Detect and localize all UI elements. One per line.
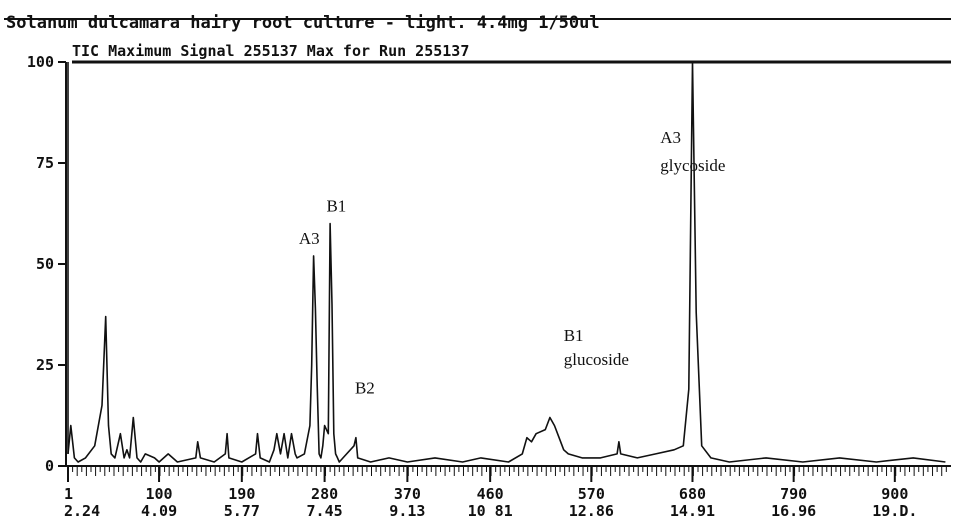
peak-annotation-label: glycoside [660, 156, 725, 175]
x-tick-scan-label: 1 [64, 485, 73, 503]
y-tick-label: 0 [45, 457, 54, 475]
peak-annotation-label: B1 [326, 196, 346, 215]
x-tick-scan-label: 790 [780, 485, 807, 503]
x-tick-time-label: 5.77 [224, 502, 260, 520]
x-tick-scan-label: 100 [146, 485, 173, 503]
chart-title: Solanum dulcamara hairy root culture - l… [6, 13, 600, 33]
x-tick-time-label: 2.24 [64, 502, 100, 520]
peak-annotation-label: A3 [299, 229, 320, 248]
peak-annotation-label: B2 [355, 378, 375, 397]
x-tick-time-label: 12.86 [569, 502, 614, 520]
x-axis-minor-ticks [67, 466, 947, 476]
x-tick-scan-label: 680 [679, 485, 706, 503]
y-tick-label: 100 [27, 53, 54, 71]
y-tick-label: 75 [36, 154, 54, 172]
x-tick-time-label: 19.D. [872, 502, 917, 520]
peak-annotations: A3 B1 B2 B1 glucoside A3 glycoside [299, 128, 726, 397]
y-tick-label: 25 [36, 356, 54, 374]
x-tick-scan-label: 460 [477, 485, 504, 503]
x-tick-time-label: 4.09 [141, 502, 177, 520]
tic-trace [67, 61, 946, 463]
x-tick-time-label: 7.45 [307, 502, 343, 520]
y-tick-label: 50 [36, 255, 54, 273]
peak-annotation-label: B1 [564, 326, 584, 345]
x-tick-scan-label: 280 [311, 485, 338, 503]
x-tick-time-label: 10 81 [468, 502, 513, 520]
peak-annotation-label: A3 [660, 128, 681, 147]
x-tick-scan-label: 900 [881, 485, 908, 503]
x-tick-scan-label: 570 [578, 485, 605, 503]
tic-trace-line [67, 61, 946, 463]
x-tick-time-label: 9.13 [389, 502, 425, 520]
x-tick-scan-label: 190 [228, 485, 255, 503]
x-tick-scan-label: 370 [394, 485, 421, 503]
chart-subtitle: TIC Maximum Signal 255137 Max for Run 25… [72, 42, 469, 60]
x-tick-time-label: 14.91 [670, 502, 715, 520]
y-axis-ticks: 100 75 50 25 0 [27, 53, 66, 475]
peak-annotation-label: glucoside [564, 350, 629, 369]
x-tick-time-label: 16.96 [771, 502, 816, 520]
